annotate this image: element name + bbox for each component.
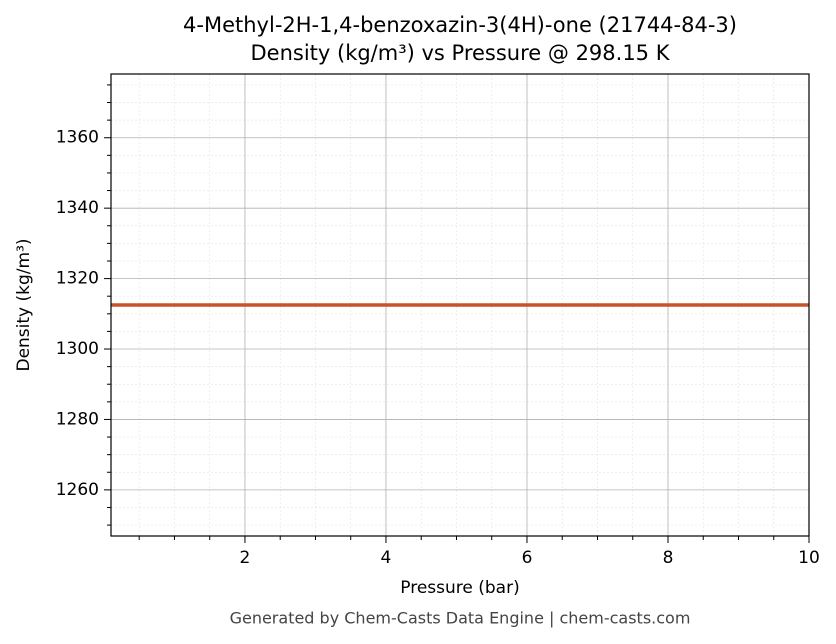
y-axis-label: Density (kg/m³) [14, 238, 34, 371]
x-tick-label: 4 [381, 548, 392, 568]
x-tick-label: 10 [798, 548, 820, 568]
y-tick-label: 1320 [56, 269, 99, 289]
x-tick-label: 2 [240, 548, 251, 568]
y-tick-label: 1360 [56, 128, 99, 148]
chart-subtitle: Density (kg/m³) vs Pressure @ 298.15 K [250, 41, 670, 65]
footer: Generated by Chem-Casts Data Engine | ch… [230, 609, 691, 628]
x-tick-label: 6 [522, 548, 533, 568]
x-axis-label: Pressure (bar) [400, 578, 519, 598]
y-tick-label: 1280 [56, 409, 99, 429]
y-tick-label: 1300 [56, 339, 99, 359]
y-tick-label: 1260 [56, 480, 99, 500]
y-tick-label: 1340 [56, 198, 99, 218]
plot-frame [110, 73, 810, 537]
chart-title: 4-Methyl-2H-1,4-benzoxazin-3(4H)-one (21… [183, 13, 737, 37]
x-tick-label: 8 [663, 548, 674, 568]
